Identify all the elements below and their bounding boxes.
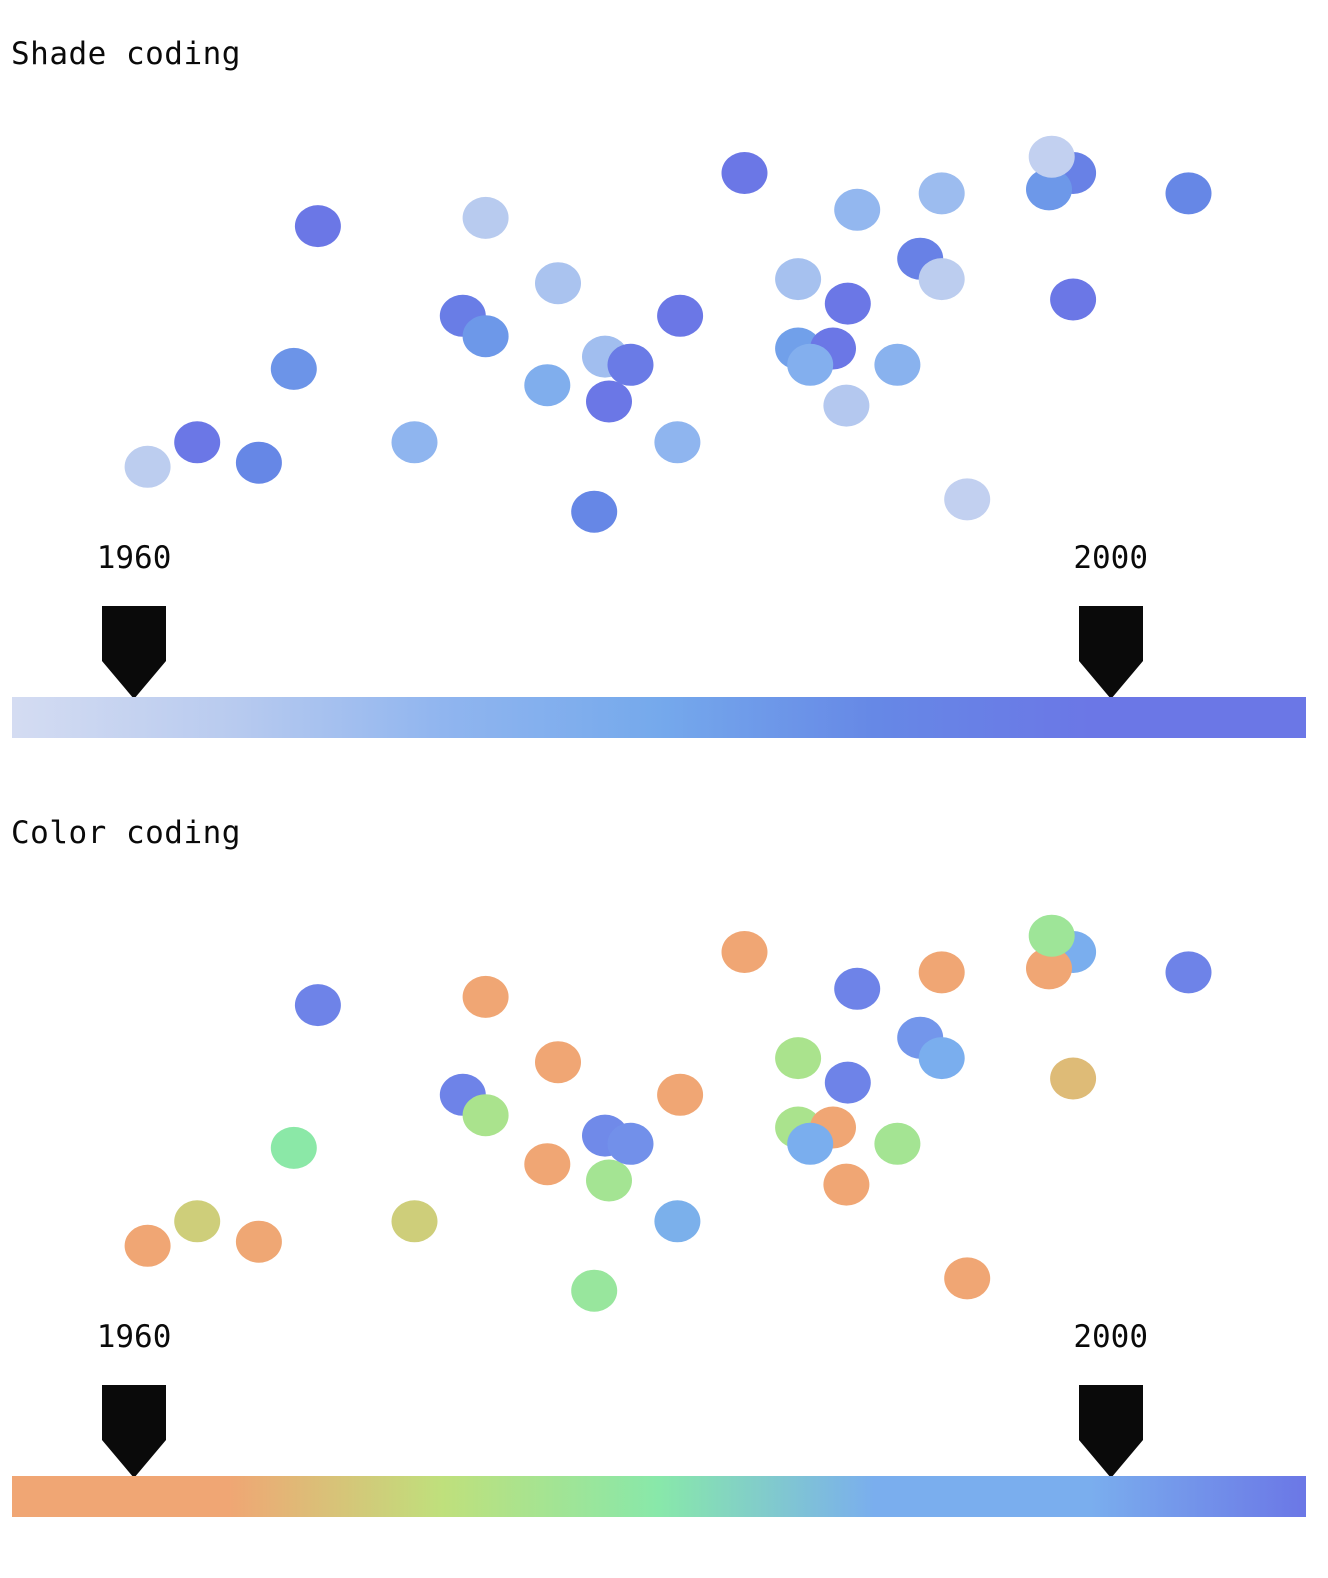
- scatter-point: [391, 1200, 438, 1243]
- scatter-point: [124, 445, 171, 488]
- scatter-point: [586, 1159, 632, 1202]
- scatter-point: [654, 1200, 701, 1243]
- scatter-point: [1028, 135, 1075, 178]
- scatter-point: [124, 1224, 171, 1267]
- shade-color-scale-bar: [12, 697, 1306, 738]
- scatter-point: [607, 343, 654, 386]
- scatter-point: [294, 205, 341, 248]
- scatter-point: [823, 384, 870, 427]
- scatter-point: [1165, 951, 1212, 994]
- color-coding-panel: Color coding 1960 2000: [0, 779, 1328, 1558]
- scatter-point: [235, 441, 282, 484]
- shade-coding-panel: Shade coding 1960 2000: [0, 0, 1328, 779]
- hue-color-scale-bar: [12, 1476, 1306, 1517]
- scatter-point: [775, 1037, 822, 1080]
- scatter-point: [775, 258, 822, 301]
- scatter-point: [571, 1269, 618, 1312]
- scatter-point: [944, 478, 991, 521]
- scatter-point: [1028, 914, 1075, 957]
- scatter-point: [944, 1257, 991, 1300]
- scatter-point: [462, 196, 509, 239]
- scatter-point: [824, 282, 871, 325]
- scatter-point: [657, 294, 704, 337]
- scatter-point: [1026, 947, 1072, 990]
- scatter-point: [535, 262, 581, 305]
- scatter-point: [657, 1073, 704, 1116]
- scatter-point: [391, 421, 438, 464]
- scatter-point: [294, 984, 341, 1027]
- shade-scatter-plot: [124, 135, 1212, 533]
- color-scatter-plot: [124, 914, 1212, 1312]
- scatter-point: [823, 1163, 870, 1206]
- scatter-point: [1026, 168, 1072, 211]
- scatter-point: [462, 1094, 509, 1137]
- scale-marker-1960-icon: [102, 1385, 167, 1478]
- scatter-point: [607, 1122, 654, 1165]
- scatter-point: [918, 951, 965, 994]
- scatter-point: [834, 967, 881, 1010]
- scatter-point: [874, 1122, 921, 1165]
- scatter-point: [1165, 172, 1212, 215]
- scale-marker-2000-icon: [1078, 1385, 1143, 1478]
- scale-tick-label-1960: 1960: [96, 540, 172, 576]
- scatter-point: [918, 258, 965, 301]
- scatter-point: [918, 1037, 965, 1080]
- scatter-point: [270, 1126, 317, 1169]
- scatter-point: [874, 343, 921, 386]
- scatter-point: [235, 1220, 282, 1263]
- scatter-point: [462, 315, 509, 358]
- scatter-point: [174, 1200, 221, 1243]
- scatter-point: [787, 1122, 834, 1165]
- scatter-point: [535, 1041, 581, 1084]
- scatter-point: [524, 364, 571, 407]
- scatter-point: [918, 172, 965, 215]
- shade-coding-title: Shade coding: [11, 36, 241, 72]
- scale-tick-label-2000: 2000: [1073, 540, 1148, 576]
- scale-tick-label-2000: 2000: [1073, 1319, 1148, 1355]
- scatter-point: [586, 380, 632, 423]
- scale-tick-label-1960: 1960: [96, 1319, 172, 1355]
- scatter-point: [824, 1061, 871, 1104]
- scatter-point: [654, 421, 701, 464]
- scatter-point: [787, 343, 834, 386]
- scatter-point: [1050, 1057, 1097, 1100]
- scatter-point: [721, 152, 768, 194]
- scatter-point: [721, 931, 768, 973]
- scatter-point: [524, 1143, 571, 1186]
- color-coding-title: Color coding: [11, 815, 241, 851]
- scale-marker-1960-icon: [102, 606, 167, 699]
- scatter-point: [571, 490, 618, 533]
- scatter-point: [462, 975, 509, 1018]
- scatter-point: [834, 188, 881, 231]
- scatter-point: [270, 347, 317, 390]
- scatter-point: [174, 421, 221, 464]
- scale-marker-2000-icon: [1078, 606, 1143, 699]
- scatter-point: [1050, 278, 1097, 321]
